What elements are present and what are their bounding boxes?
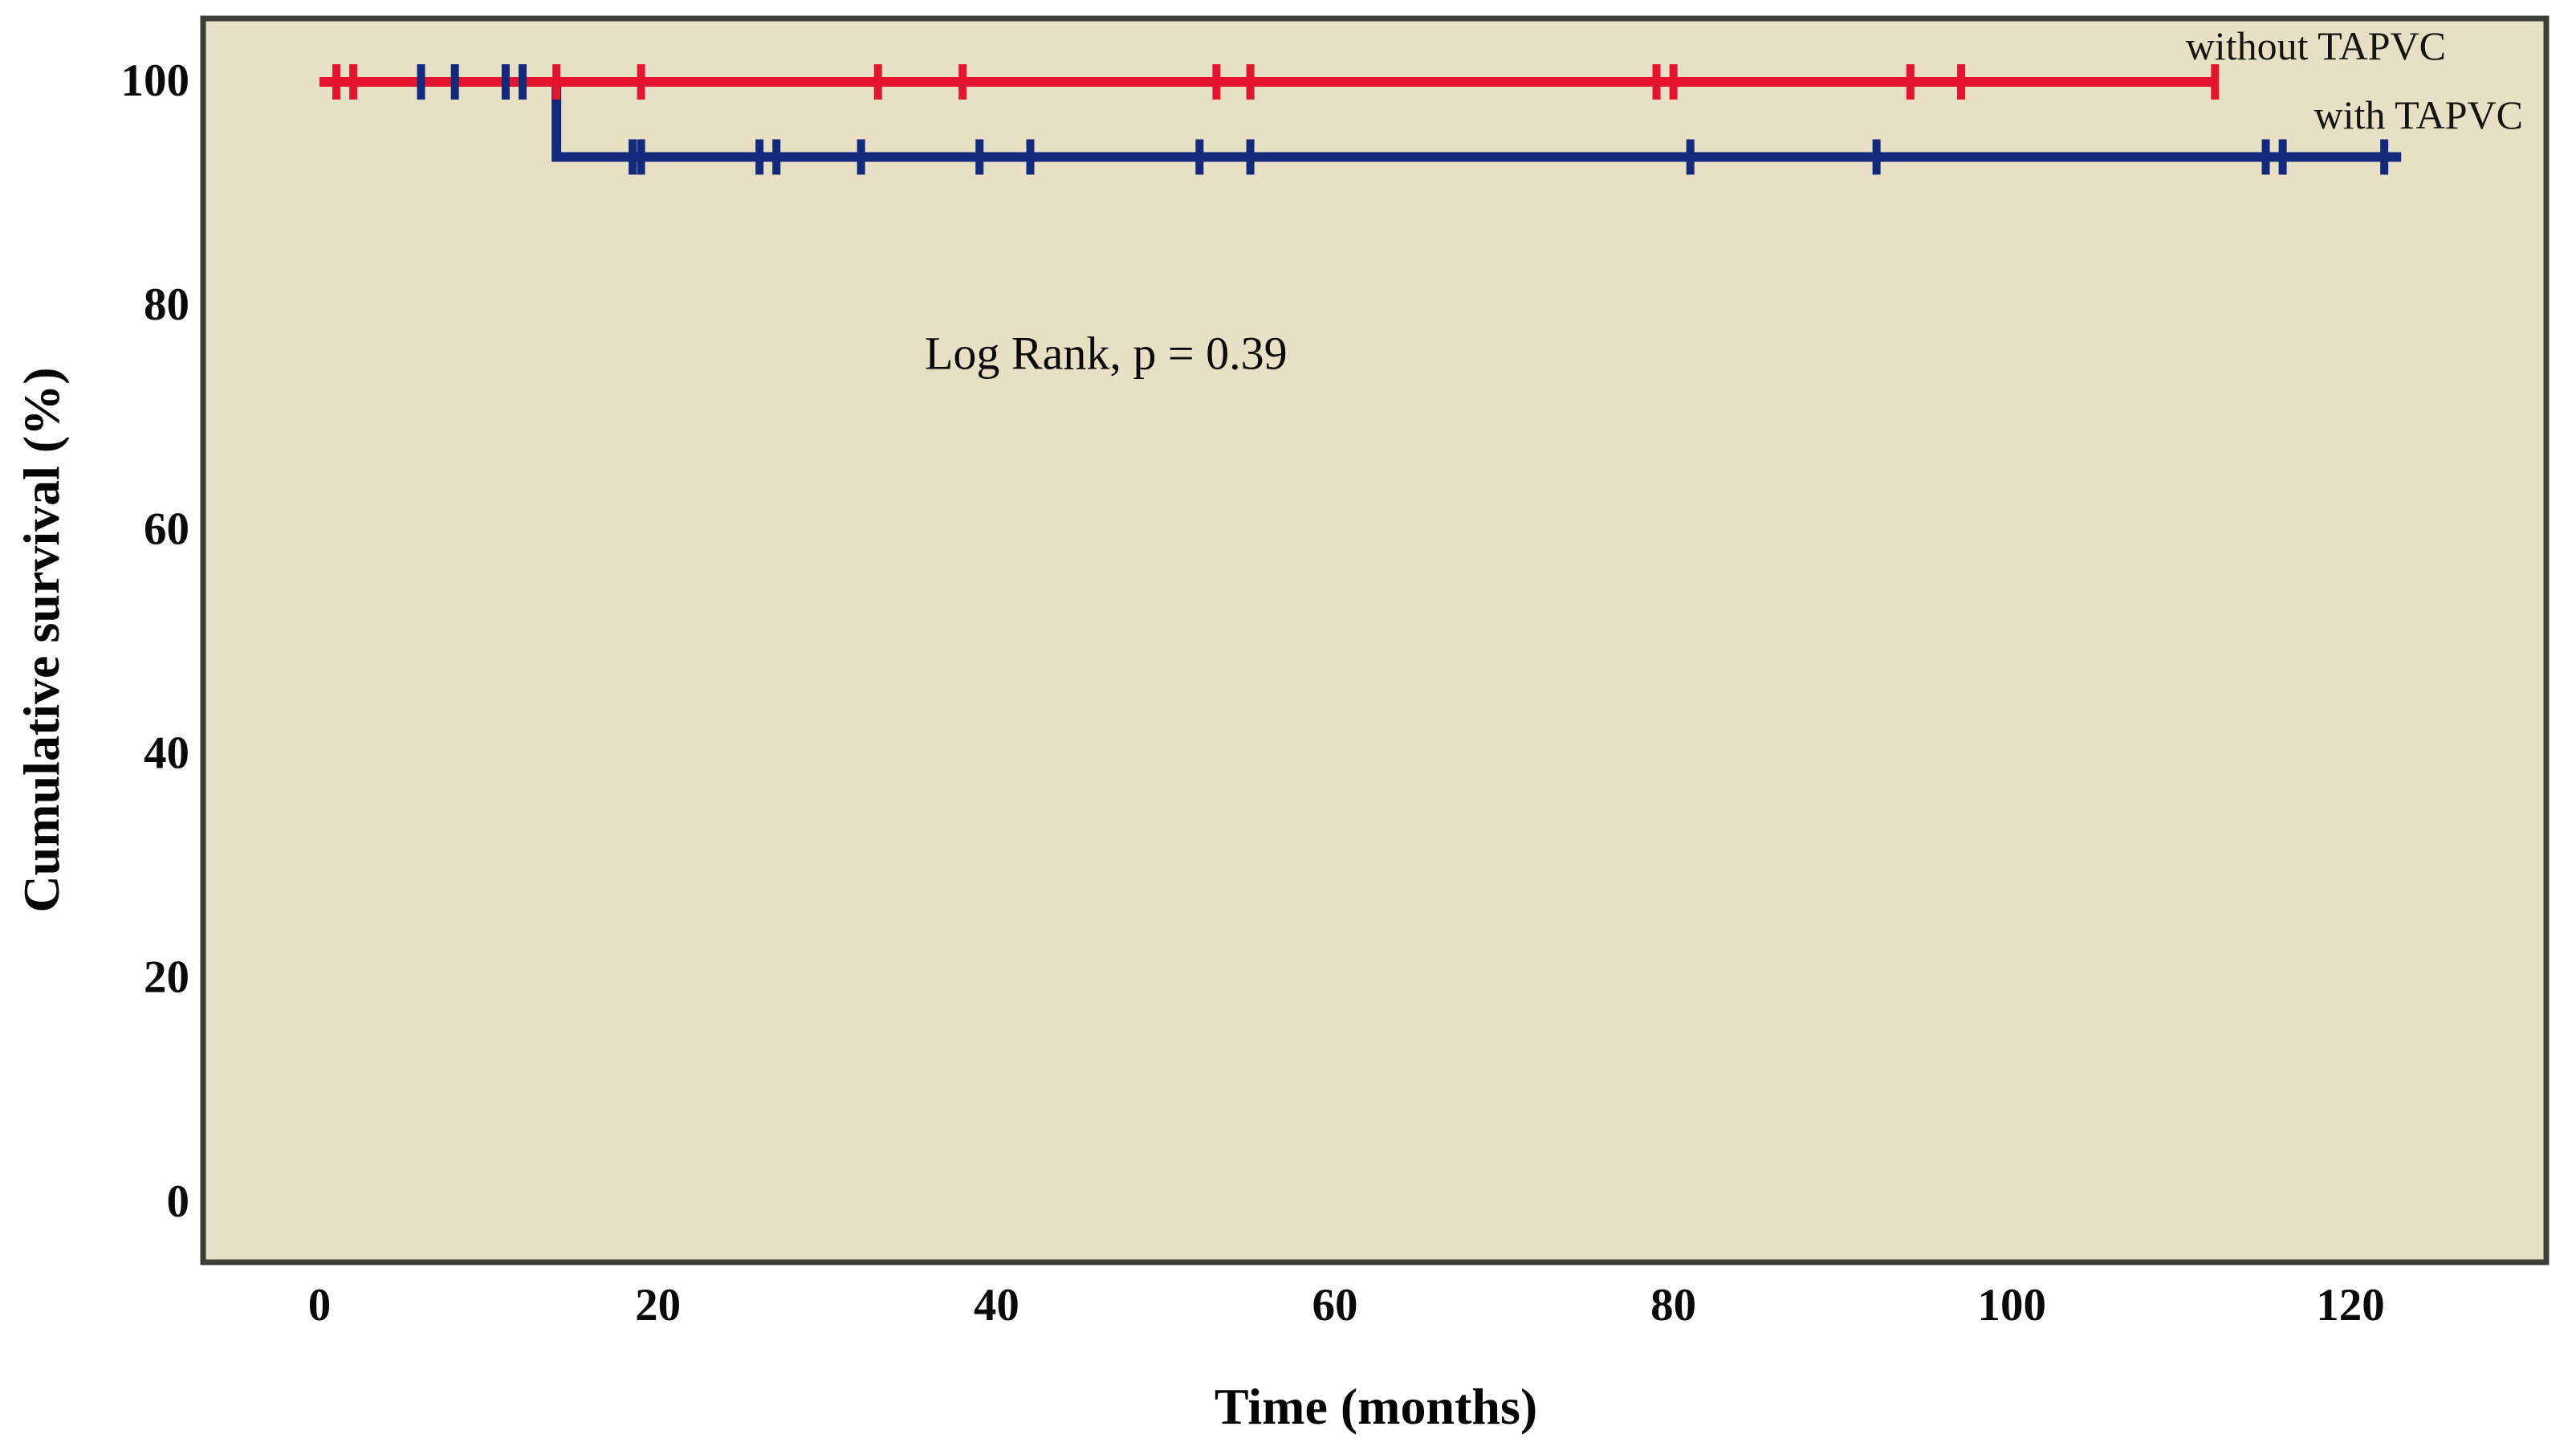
x-tick-label: 100 — [1978, 1280, 2047, 1331]
log-rank-annotation: Log Rank, p = 0.39 — [925, 327, 1288, 380]
legend-label-with-tapvc: with TAPVC — [2314, 92, 2523, 137]
y-axis-title: Cumulative survival (%) — [13, 367, 70, 913]
legend-label-without-tapvc: without TAPVC — [2185, 23, 2446, 68]
y-tick-label: 60 — [144, 503, 189, 554]
x-tick-label: 60 — [1312, 1280, 1357, 1331]
x-tick-label: 80 — [1650, 1280, 1696, 1331]
plot-area — [200, 15, 2550, 1265]
x-tick-label: 120 — [2316, 1280, 2385, 1331]
x-tick-label: 40 — [974, 1280, 1019, 1331]
y-tick-label: 80 — [144, 279, 189, 330]
x-tick-label: 0 — [308, 1280, 332, 1331]
y-tick-label: 0 — [167, 1176, 190, 1227]
y-tick-label: 20 — [144, 952, 189, 1003]
y-tick-label: 100 — [121, 55, 190, 106]
x-tick-label: 20 — [635, 1280, 681, 1331]
x-axis-title: Time (months) — [1214, 1378, 1538, 1435]
y-tick-label: 40 — [144, 728, 189, 778]
